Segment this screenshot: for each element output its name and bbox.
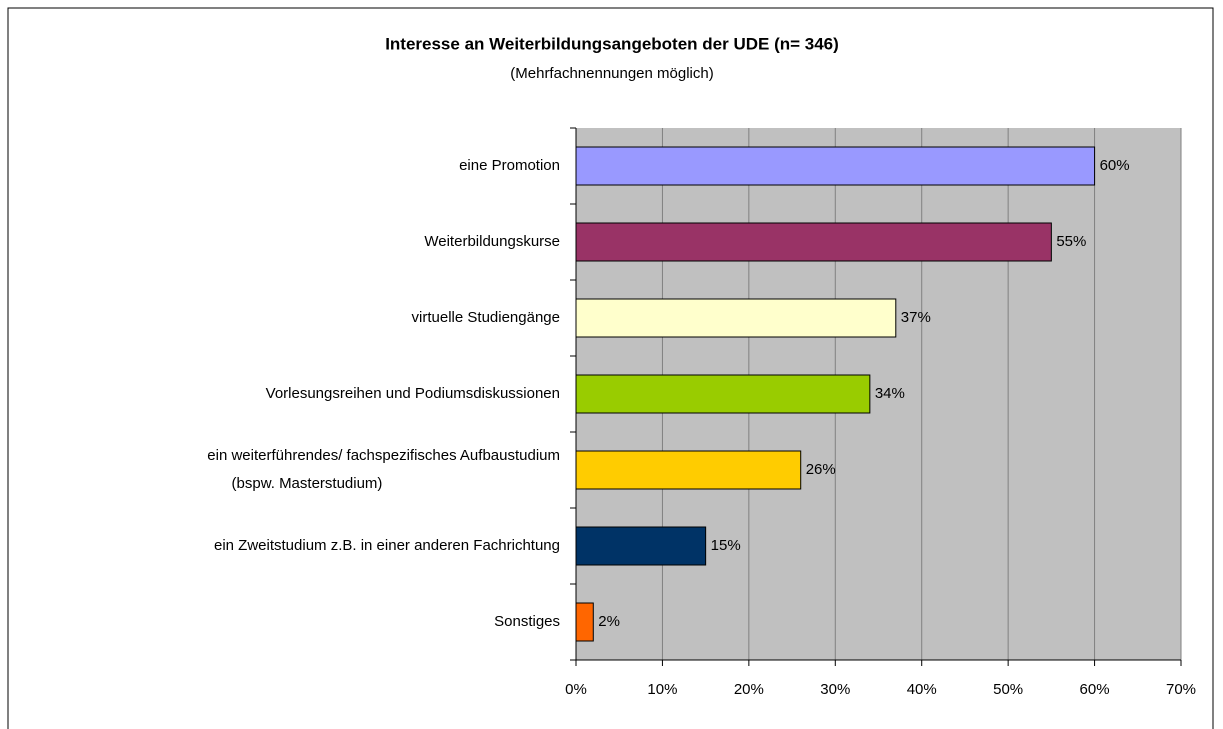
bar — [575, 602, 594, 642]
bar — [575, 146, 1096, 186]
data-label: 26% — [806, 461, 836, 478]
bar — [575, 374, 871, 414]
y-tick-label: Weiterbildungskurse — [424, 233, 560, 250]
bar — [575, 450, 802, 490]
x-tick-label: 60% — [1080, 681, 1110, 698]
y-tick-label: ein Zweitstudium z.B. in einer anderen F… — [214, 537, 560, 554]
bar — [575, 222, 1052, 262]
bar — [575, 298, 897, 338]
y-tick-label: virtuelle Studiengänge — [412, 309, 560, 326]
data-label: 60% — [1100, 157, 1130, 174]
y-tick-label: eine Promotion — [459, 157, 560, 174]
x-tick-label: 0% — [565, 681, 587, 698]
y-tick-label: ein weiterführendes/ fachspezifisches Au… — [207, 447, 560, 492]
x-tick-label: 70% — [1166, 681, 1196, 698]
y-tick-label: Sonstiges — [494, 613, 560, 630]
data-label: 55% — [1056, 233, 1086, 250]
x-tick-label: 20% — [734, 681, 764, 698]
data-label: 2% — [598, 613, 620, 630]
data-label: 15% — [711, 537, 741, 554]
x-tick-label: 50% — [993, 681, 1023, 698]
x-tick-label: 40% — [907, 681, 937, 698]
chart-title: Interesse an Weiterbildungsangeboten der… — [385, 34, 839, 53]
y-tick-label: Vorlesungsreihen und Podiumsdiskussionen — [266, 385, 560, 402]
data-label: 37% — [901, 309, 931, 326]
data-label: 34% — [875, 385, 905, 402]
x-tick-label: 30% — [820, 681, 850, 698]
chart-subtitle: (Mehrfachnennungen möglich) — [510, 65, 713, 82]
x-tick-label: 10% — [647, 681, 677, 698]
bar — [575, 526, 707, 566]
